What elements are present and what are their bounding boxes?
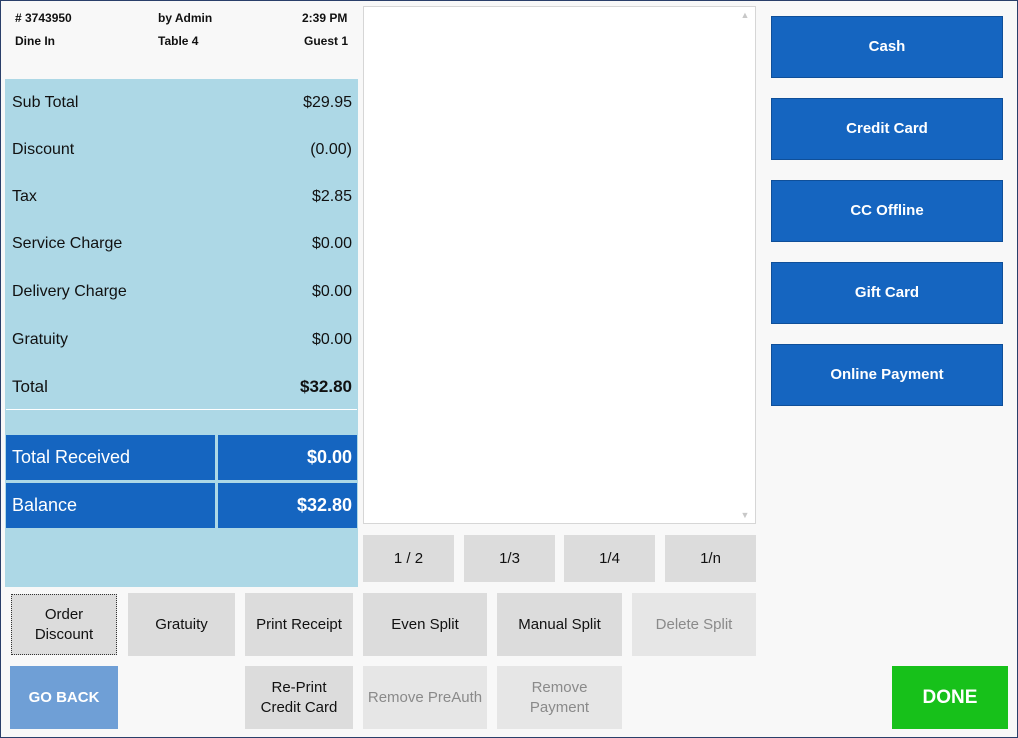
remove-payment-button[interactable]: Remove Payment (497, 666, 622, 729)
done-button[interactable]: DONE (892, 666, 1008, 729)
even-split-button[interactable]: Even Split (363, 593, 487, 656)
tax-value: $2.85 (218, 175, 357, 219)
delete-split-button[interactable]: Delete Split (632, 593, 756, 656)
split-half-button[interactable]: 1 / 2 (363, 535, 454, 582)
total-label: Total (6, 365, 215, 409)
split-n-button[interactable]: 1/n (665, 535, 756, 582)
total-divider (6, 409, 357, 410)
remove-preauth-button[interactable]: Remove PreAuth (363, 666, 487, 729)
split-third-button[interactable]: 1/3 (464, 535, 555, 582)
scroll-down-arrow-icon[interactable]: ▼ (740, 510, 750, 520)
print-receipt-button[interactable]: Print Receipt (245, 593, 353, 656)
reprint-credit-card-button[interactable]: Re-Print Credit Card (245, 666, 353, 729)
tax-label: Tax (6, 175, 215, 219)
order-table: Table 4 (158, 34, 199, 48)
cash-button[interactable]: Cash (771, 16, 1003, 78)
balance-label: Balance (6, 483, 215, 528)
total-value: $32.80 (218, 365, 357, 409)
order-guest: Guest 1 (304, 34, 349, 48)
delivery-charge-label: Delivery Charge (6, 269, 215, 314)
reprint-label-line2: Credit Card (260, 698, 338, 716)
service-charge-label: Service Charge (6, 222, 215, 266)
discount-value: (0.00) (218, 128, 357, 172)
manual-split-button[interactable]: Manual Split (497, 593, 622, 656)
reprint-label-line1: Re-Print (271, 678, 327, 696)
discount-label: Discount (6, 128, 215, 172)
gift-card-button[interactable]: Gift Card (771, 262, 1003, 324)
go-back-button[interactable]: GO BACK (10, 666, 118, 729)
balance-value: $32.80 (218, 483, 357, 528)
online-payment-button[interactable]: Online Payment (771, 344, 1003, 406)
order-time: 2:39 PM (302, 11, 348, 25)
cc-offline-button[interactable]: CC Offline (771, 180, 1003, 242)
gratuity-value: $0.00 (218, 317, 357, 362)
order-type: Dine In (15, 34, 56, 48)
order-discount-label-line2: Discount (34, 625, 94, 643)
order-discount-label-line1: Order (44, 605, 84, 623)
split-quarter-button[interactable]: 1/4 (564, 535, 655, 582)
remove-payment-label-line1: Remove (531, 678, 588, 696)
scroll-up-arrow-icon[interactable]: ▲ (740, 10, 750, 20)
credit-card-button[interactable]: Credit Card (771, 98, 1003, 160)
subtotal-label: Sub Total (6, 81, 215, 125)
order-number: # 3743950 (15, 11, 72, 25)
remove-payment-label-line2: Payment (529, 698, 590, 716)
gratuity-button[interactable]: Gratuity (128, 593, 235, 656)
total-received-label: Total Received (6, 435, 215, 480)
split-list[interactable]: ▲ ▼ (363, 6, 756, 524)
total-received-value: $0.00 (218, 435, 357, 480)
service-charge-value: $0.00 (218, 222, 357, 266)
delivery-charge-value: $0.00 (218, 269, 357, 314)
order-discount-button[interactable]: Order Discount (11, 594, 117, 655)
gratuity-label: Gratuity (6, 317, 215, 362)
subtotal-value: $29.95 (218, 81, 357, 125)
order-user: by Admin (158, 11, 213, 25)
